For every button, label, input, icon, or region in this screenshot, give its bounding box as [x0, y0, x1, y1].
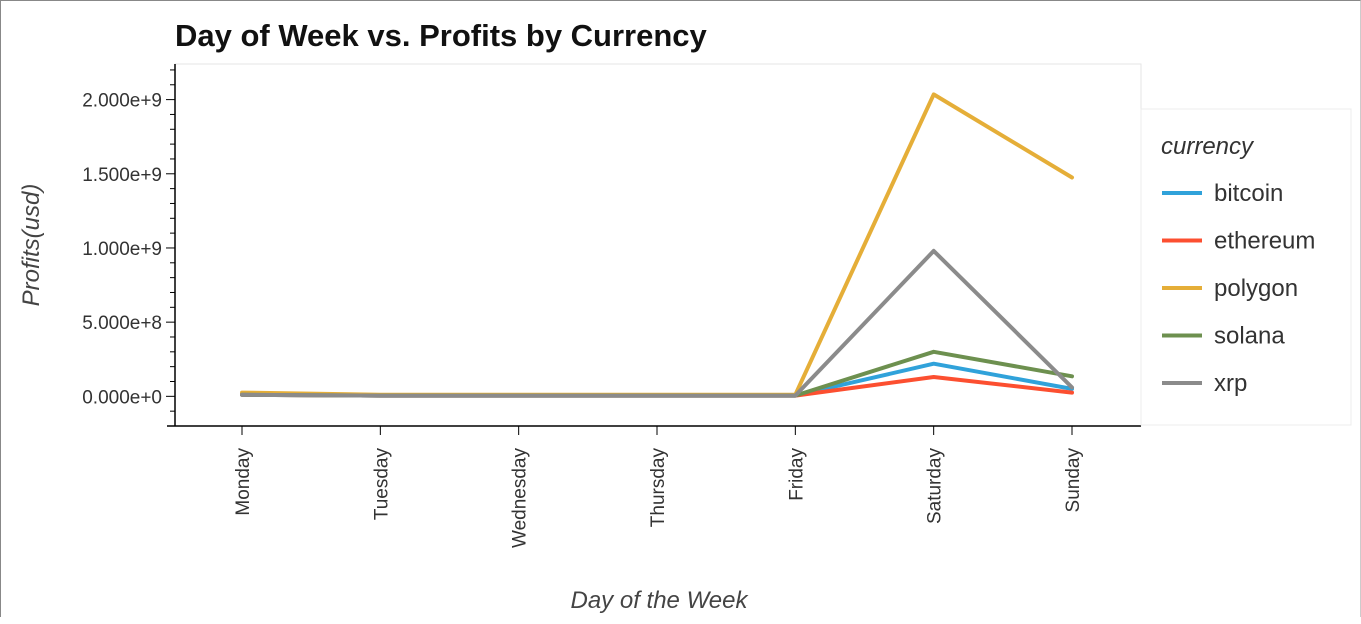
plot-area: [174, 63, 1142, 427]
legend: currency bitcoin ethereum polygon solana xrp: [1140, 108, 1352, 426]
legend-label-bitcoin[interactable]: bitcoin: [1214, 180, 1283, 207]
y-tick-label: 5.000e+8: [82, 313, 162, 334]
y-tick-label: 1.500e+9: [82, 165, 162, 186]
x-tick-label: Monday: [233, 448, 254, 516]
legend-title: currency: [1161, 133, 1255, 160]
x-tick-label: Tuesday: [371, 448, 392, 521]
legend-label-solana[interactable]: solana: [1214, 323, 1285, 350]
x-tick-label: Sunday: [1063, 448, 1084, 513]
x-axis: Monday Tuesday Wednesday Thursday Friday Satu…: [167, 425, 1141, 548]
x-tick-label: Friday: [786, 448, 807, 501]
y-tick-label: 0.000e+0: [82, 387, 162, 408]
y-tick-label: 2.000e+9: [82, 91, 162, 112]
x-tick-label: Wednesday: [510, 448, 531, 548]
x-tick-label: Saturday: [925, 448, 946, 525]
chart-title: Day of Week vs. Profits by Currency: [175, 18, 708, 53]
series-line-xrp[interactable]: [240, 248, 1074, 398]
legend-label-polygon[interactable]: polygon: [1214, 275, 1298, 302]
series-lines: [240, 92, 1074, 398]
legend-box: [1140, 108, 1352, 426]
legend-label-xrp[interactable]: xrp: [1214, 370, 1247, 397]
x-axis-title: Day of the Week: [571, 587, 750, 614]
y-tick-label: 1.000e+9: [82, 239, 162, 260]
y-axis: 0.000e+0 5.000e+8 1.000e+9 1.500e+9 2.000e+9: [82, 64, 176, 426]
y-axis-title: Profits(usd): [18, 184, 45, 307]
legend-label-ethereum[interactable]: ethereum: [1214, 228, 1315, 255]
x-tick-label: Thursday: [648, 448, 669, 528]
